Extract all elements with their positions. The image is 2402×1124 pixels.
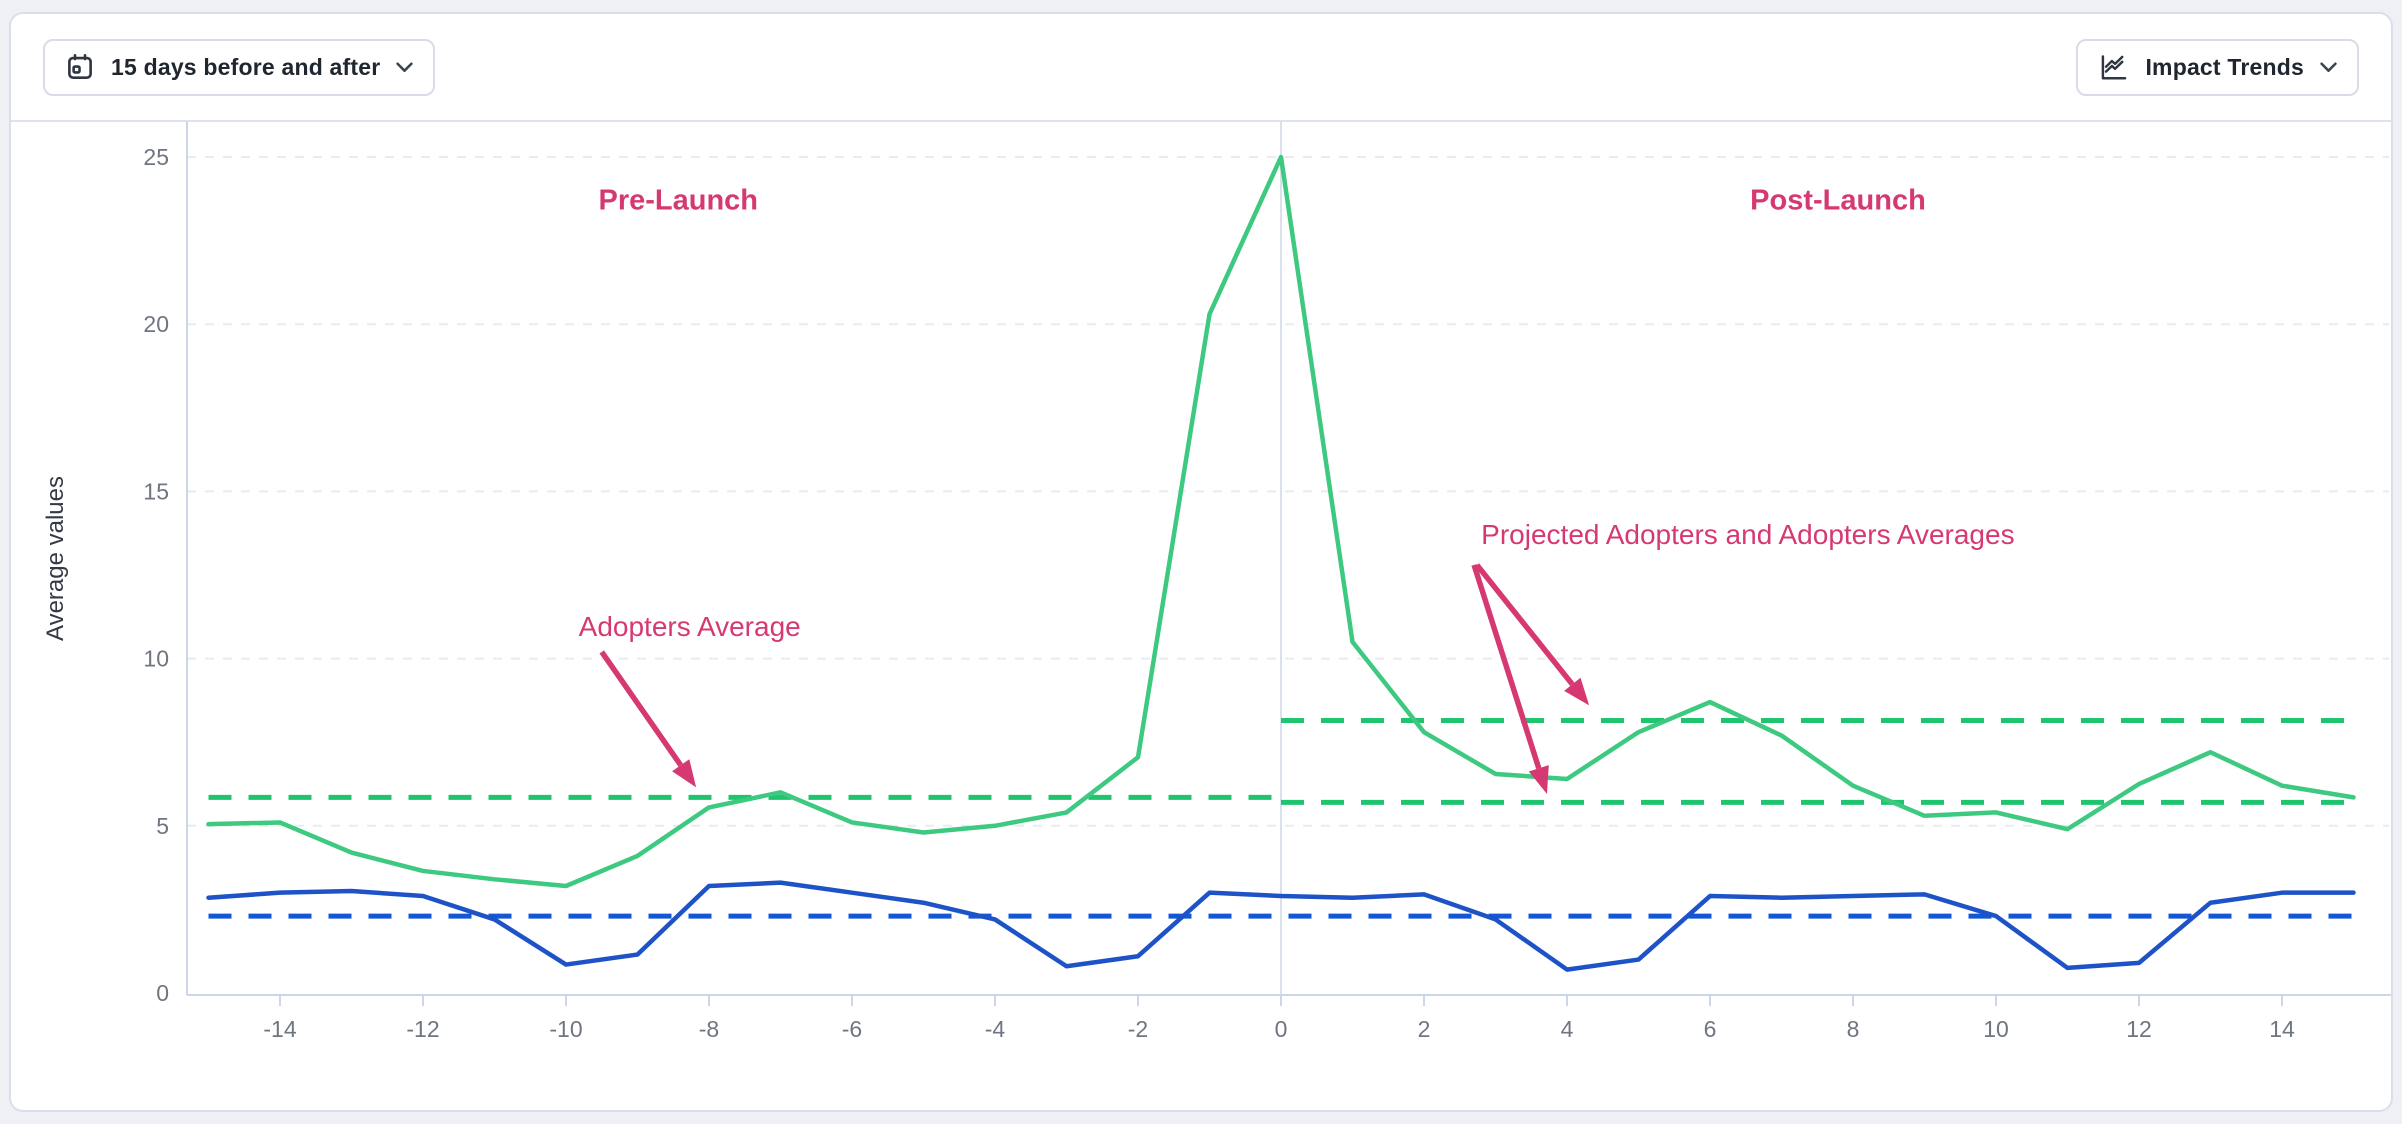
impact-trends-card: 15 days before and after Impact Trends (9, 12, 2393, 1112)
chart-toolbar: 15 days before and after Impact Trends (11, 14, 2391, 122)
y-tick-label: 15 (143, 478, 169, 504)
non-adopters-line (206, 880, 2356, 972)
x-tick-label: 8 (1847, 1016, 1860, 1042)
x-tick-label: 6 (1704, 1016, 1717, 1042)
date-range-label: 15 days before and after (111, 53, 381, 80)
annotation-arrowhead (1528, 765, 1549, 795)
annotation-projected-adopters-and-adopters-averages: Projected Adopters and Adopters Averages (1481, 519, 2014, 550)
x-tick-label: 4 (1561, 1016, 1574, 1042)
annotation-arrowhead (1564, 677, 1590, 706)
adopters-line (206, 154, 2356, 889)
trend-chart-icon (2098, 52, 2129, 83)
date-range-button[interactable]: 15 days before and after (43, 38, 436, 96)
x-tick-label: 12 (2126, 1016, 2152, 1042)
y-axis-title: Average values (42, 476, 69, 641)
x-tick-label: -12 (406, 1016, 439, 1042)
x-tick-label: 2 (1418, 1016, 1431, 1042)
annotation-arrow-shaft (1471, 564, 1542, 770)
x-tick-label: -8 (699, 1016, 719, 1042)
x-tick-label: -4 (985, 1016, 1006, 1042)
impact-trends-button[interactable]: Impact Trends (2076, 38, 2359, 96)
y-tick-label: 25 (143, 144, 169, 170)
x-tick-label: -2 (1128, 1016, 1148, 1042)
y-tick-label: 0 (156, 980, 169, 1006)
annotation-pre-launch: Pre-Launch (598, 184, 758, 216)
annotation-arrowhead (672, 759, 697, 788)
x-tick-label: 0 (1275, 1016, 1288, 1042)
x-tick-label: -14 (263, 1016, 296, 1042)
x-tick-label: 10 (1983, 1016, 2009, 1042)
x-tick-label: 14 (2269, 1016, 2295, 1042)
annotation-arrow-shaft (1474, 563, 1575, 687)
chart-area: -14 -12 -10 -8 -6 -4 -2 0 2 4 6 8 10 12 14 0 5 10 15 20 25 Av… (11, 122, 2391, 1110)
calendar-icon (65, 52, 95, 82)
x-tick-label: -10 (549, 1016, 582, 1042)
y-tick-label: 20 (143, 311, 169, 337)
y-tick-label: 5 (156, 813, 169, 839)
impact-trends-chart: -14 -12 -10 -8 -6 -4 -2 0 2 4 6 8 10 12 14 0 5 10 15 20 25 Av… (42, 122, 2391, 1042)
impact-trends-label: Impact Trends (2145, 53, 2304, 80)
x-tick-label: -6 (842, 1016, 862, 1042)
annotation-adopters-average: Adopters Average (579, 611, 801, 642)
y-tick-label: 10 (143, 646, 169, 672)
chevron-down-icon (2320, 62, 2337, 73)
annotation-post-launch: Post-Launch (1750, 184, 1926, 216)
annotation-arrow-shaft (599, 650, 683, 767)
chevron-down-icon (396, 62, 414, 73)
